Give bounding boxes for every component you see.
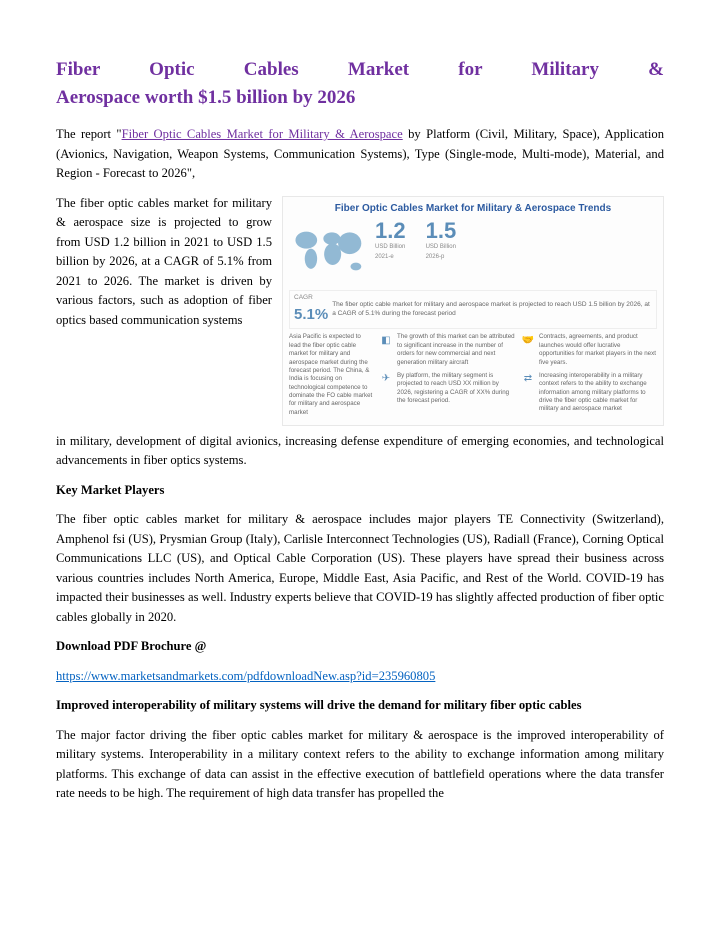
cagr-text: The fiber optic cable market for militar… bbox=[332, 301, 652, 318]
asia-note-text: Asia Pacific is expected to lead the fib… bbox=[289, 333, 373, 417]
stat-2021-unit: USD Billion bbox=[375, 244, 406, 252]
cagr-label: CAGR bbox=[294, 293, 328, 303]
stat-2021: 1.2 USD Billion 2021-e bbox=[375, 220, 406, 282]
intro-paragraph: The report "Fiber Optic Cables Market fo… bbox=[56, 125, 664, 184]
bullet-2: ✈ By platform, the military segment is p… bbox=[379, 372, 515, 405]
bullet-1-text: The growth of this market can be attribu… bbox=[397, 333, 515, 366]
stat-2026: 1.5 USD Billion 2026-p bbox=[426, 220, 457, 282]
body-paragraph-1-tail: in military, development of digital avio… bbox=[56, 432, 664, 471]
stat-2026-unit: USD Billion bbox=[426, 244, 457, 252]
title-line-2: Aerospace worth $1.5 billion by 2026 bbox=[56, 84, 664, 112]
cagr-block: CAGR 5.1% The fiber optic cable market f… bbox=[289, 290, 657, 329]
page-title: Fiber Optic Cables Market for Military &… bbox=[56, 56, 664, 111]
body-with-figure: Fiber Optic Cables Market for Military &… bbox=[56, 194, 664, 432]
brochure-link[interactable]: https://www.marketsandmarkets.com/pdfdow… bbox=[56, 669, 435, 683]
handshake-icon: 🤝 bbox=[521, 333, 535, 347]
bullet-4-text: Increasing interoperability in a militar… bbox=[539, 372, 657, 414]
bullet-2-text: By platform, the military segment is pro… bbox=[397, 372, 515, 405]
paragraph-key-players: The fiber optic cables market for milita… bbox=[56, 510, 664, 627]
bullet-3-text: Contracts, agreements, and product launc… bbox=[539, 333, 657, 366]
network-icon: ⇄ bbox=[521, 372, 535, 386]
infographic-title: Fiber Optic Cables Market for Military &… bbox=[283, 197, 663, 219]
platform-icon: ✈ bbox=[379, 372, 393, 386]
heading-interop: Improved interoperability of military sy… bbox=[56, 696, 664, 716]
bullet-3: 🤝 Contracts, agreements, and product lau… bbox=[521, 333, 657, 366]
asia-note: Asia Pacific is expected to lead the fib… bbox=[289, 333, 373, 418]
world-map-icon bbox=[289, 220, 367, 282]
trends-infographic: Fiber Optic Cables Market for Military &… bbox=[282, 196, 664, 426]
growth-icon: ◧ bbox=[379, 333, 393, 347]
heading-key-players: Key Market Players bbox=[56, 481, 664, 501]
heading-download: Download PDF Brochure @ bbox=[56, 637, 664, 657]
cagr-value: 5.1% bbox=[294, 303, 328, 326]
stat-2026-value: 1.5 bbox=[426, 220, 457, 242]
report-link[interactable]: Fiber Optic Cables Market for Military &… bbox=[122, 127, 403, 141]
stat-2021-year: 2021-e bbox=[375, 254, 406, 262]
stat-2021-value: 1.2 bbox=[375, 220, 406, 242]
bullet-1: ◧ The growth of this market can be attri… bbox=[379, 333, 515, 366]
paragraph-interop: The major factor driving the fiber optic… bbox=[56, 726, 664, 804]
title-line-1: Fiber Optic Cables Market for Military & bbox=[56, 59, 664, 80]
stat-2026-year: 2026-p bbox=[426, 254, 457, 262]
intro-pre: The report " bbox=[56, 127, 122, 141]
bullet-4: ⇄ Increasing interoperability in a milit… bbox=[521, 372, 657, 414]
